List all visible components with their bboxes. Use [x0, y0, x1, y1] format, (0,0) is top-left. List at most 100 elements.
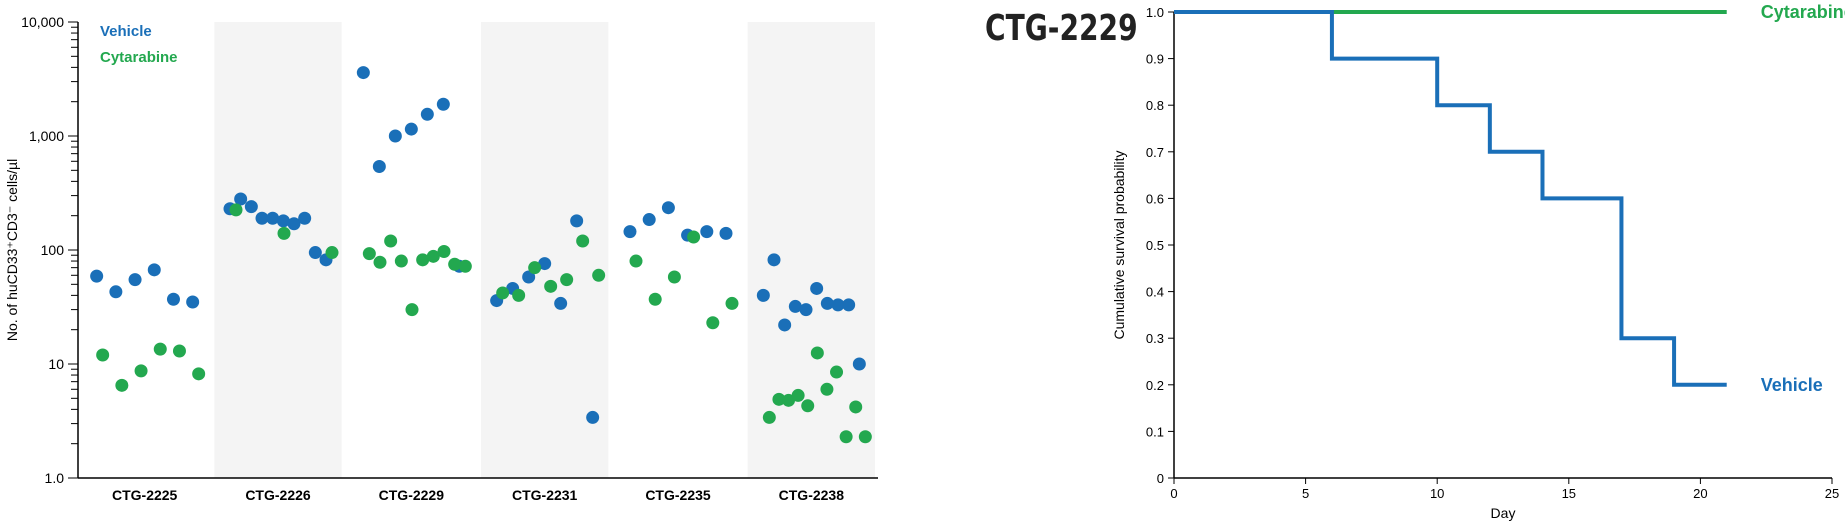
data-point: [852, 357, 866, 371]
series-line-vehicle: [1174, 10, 1727, 387]
y-tick-label: 0.9: [1146, 52, 1164, 67]
data-point: [437, 245, 451, 259]
data-point: [858, 430, 872, 444]
data-point: [820, 382, 834, 396]
data-point: [234, 192, 248, 206]
data-point: [648, 292, 662, 306]
x-tick-label: CTG-2231: [512, 487, 578, 503]
data-point: [325, 246, 339, 260]
x-tick-label: 25: [1825, 486, 1839, 501]
data-point: [298, 211, 312, 225]
data-point: [277, 226, 291, 240]
data-point: [356, 66, 370, 80]
y-tick-label: 0.5: [1146, 238, 1164, 253]
data-point: [166, 292, 180, 306]
y-tick-label: 1.0: [1146, 5, 1164, 20]
legend-cytarabine: Cytarabine: [100, 49, 178, 66]
x-tick-label: CTG-2226: [245, 487, 311, 503]
data-point: [512, 288, 526, 302]
data-point: [767, 253, 781, 267]
data-point: [186, 295, 200, 309]
category-band: [481, 22, 609, 478]
data-point: [276, 214, 290, 228]
category-band: [214, 22, 342, 478]
data-point: [661, 201, 675, 215]
data-point: [384, 234, 398, 248]
y-tick-label: 0.4: [1146, 285, 1164, 300]
data-point: [128, 273, 142, 287]
data-point: [192, 367, 206, 381]
data-point: [308, 246, 322, 260]
data-point: [772, 392, 786, 406]
series-label-vehicle: Vehicle: [1761, 375, 1823, 395]
y-tick-label: 1.0: [45, 470, 65, 486]
data-point: [426, 249, 440, 263]
data-point: [134, 364, 148, 378]
data-point: [700, 225, 714, 239]
data-point: [706, 316, 720, 330]
data-point: [372, 160, 386, 174]
x-tick-label: 0: [1170, 486, 1177, 501]
data-point: [172, 344, 186, 358]
y-tick-label: 1,000: [29, 128, 64, 144]
data-point: [147, 263, 161, 277]
series-label-cytarabine: Cytarabine: [1761, 2, 1845, 22]
data-point: [791, 388, 805, 402]
data-point: [554, 296, 568, 310]
data-point: [842, 298, 856, 312]
data-point: [416, 253, 430, 267]
y-tick-label: 10: [48, 356, 64, 372]
data-point: [687, 230, 701, 244]
y-axis-label: Cumulative survival probability: [1111, 150, 1127, 339]
data-point: [570, 214, 584, 228]
data-point: [244, 200, 258, 214]
data-point: [762, 410, 776, 424]
data-point: [592, 268, 606, 282]
x-tick-label: CTG-2229: [379, 487, 445, 503]
panel-title: CTG-2229: [985, 8, 1138, 49]
survival-chart: 0 0.1 0.2 0.3 0.4 0.5 0.6 0.7 0.8 0.9 1.0 0 5 10 15 20 2…: [1111, 2, 1845, 521]
data-point: [799, 303, 813, 317]
y-tick-label: 0.8: [1146, 98, 1164, 113]
x-tick-label: CTG-2238: [779, 487, 845, 503]
data-point: [782, 393, 796, 407]
data-point: [266, 211, 280, 225]
data-point: [362, 247, 376, 261]
data-point: [849, 400, 863, 414]
y-tick-label: 100: [41, 242, 65, 258]
data-point: [405, 303, 419, 317]
data-point: [725, 296, 739, 310]
x-tick-label: CTG-2235: [645, 487, 711, 503]
data-point: [153, 342, 167, 356]
data-point: [436, 97, 450, 111]
x-tick-label: CTG-2225: [112, 487, 178, 503]
x-tick-label: 20: [1693, 486, 1707, 501]
data-point: [448, 257, 462, 271]
x-axis-label: Day: [1491, 505, 1516, 521]
x-tick-label: 10: [1430, 486, 1444, 501]
data-point: [115, 378, 129, 392]
data-point: [287, 217, 301, 231]
legend-vehicle: Vehicle: [100, 23, 152, 40]
y-tick-label: 0: [1157, 471, 1164, 486]
data-point: [90, 269, 104, 283]
data-point: [756, 288, 770, 302]
x-tick-label: 15: [1562, 486, 1576, 501]
y-tick-label: 0.6: [1146, 191, 1164, 206]
data-point: [801, 399, 815, 413]
data-point: [528, 261, 542, 275]
data-point: [642, 213, 656, 227]
data-point: [229, 203, 243, 217]
data-point: [373, 255, 387, 269]
data-point: [458, 259, 472, 273]
data-point: [810, 346, 824, 360]
data-point: [820, 296, 834, 310]
y-tick-label: 10,000: [21, 14, 64, 30]
data-point: [839, 430, 853, 444]
data-point: [586, 410, 600, 424]
y-tick-label: 0.3: [1146, 331, 1164, 346]
data-point: [522, 270, 536, 284]
data-point: [496, 286, 510, 300]
data-point: [788, 299, 802, 313]
